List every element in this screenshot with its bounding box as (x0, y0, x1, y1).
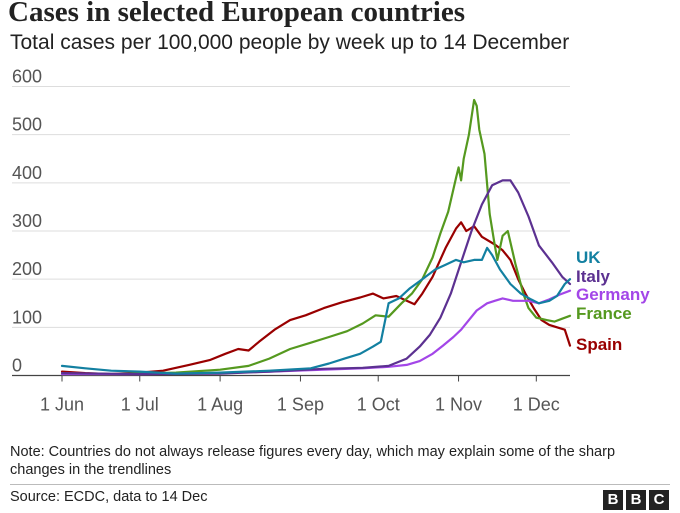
y-tick-label: 300 (12, 211, 42, 231)
gridlines (12, 86, 570, 377)
x-tick-label: 1 Jun (40, 395, 84, 415)
series-label-italy: Italy (576, 267, 611, 286)
x-tick-label: 1 Nov (435, 395, 482, 415)
y-axis-ticks: 0 100 200 300 400 500 600 (12, 67, 42, 376)
y-tick-label: 0 (12, 356, 22, 376)
series-label-france: France (576, 304, 632, 323)
series-label-germany: Germany (576, 285, 650, 304)
series-line-germany (60, 289, 572, 376)
x-axis-ticks: 1 Jun 1 Jul 1 Aug 1 Sep 1 Oct 1 Nov 1 Dec (40, 375, 560, 415)
series-label-uk: UK (576, 248, 601, 267)
line-chart: 0 100 200 300 400 500 600 1 Jun 1 Jul 1 Aug 1 Sep… (12, 67, 650, 415)
y-tick-label: 400 (12, 163, 42, 183)
x-tick-label: 1 Sep (277, 395, 324, 415)
series-lines (60, 98, 572, 376)
chart-note: Note: Countries do not always release fi… (10, 444, 616, 478)
x-tick-label: 1 Dec (513, 395, 560, 415)
source-text: Source: ECDC, data to 14 Dec (10, 489, 208, 505)
series-label-spain: Spain (576, 335, 622, 354)
series-line-italy (60, 179, 572, 376)
x-tick-label: 1 Jul (121, 395, 159, 415)
y-tick-label: 500 (12, 115, 42, 135)
footer-divider (10, 484, 670, 485)
y-tick-label: 100 (12, 307, 42, 327)
y-tick-label: 600 (12, 67, 42, 87)
bbc-logo: B B C (603, 490, 669, 510)
x-tick-label: 1 Aug (197, 395, 243, 415)
chart-subtitle: Total cases per 100,000 people by week u… (10, 31, 570, 54)
chart-title: Cases in selected European countries (8, 0, 466, 28)
series-line-uk (60, 246, 572, 375)
x-tick-label: 1 Oct (357, 395, 400, 415)
bbc-logo-letter-2: B (626, 490, 646, 510)
bbc-logo-letter-1: B (603, 490, 623, 510)
bbc-logo-letter-3: C (649, 490, 669, 510)
series-line-france (60, 98, 572, 376)
y-tick-label: 200 (12, 259, 42, 279)
